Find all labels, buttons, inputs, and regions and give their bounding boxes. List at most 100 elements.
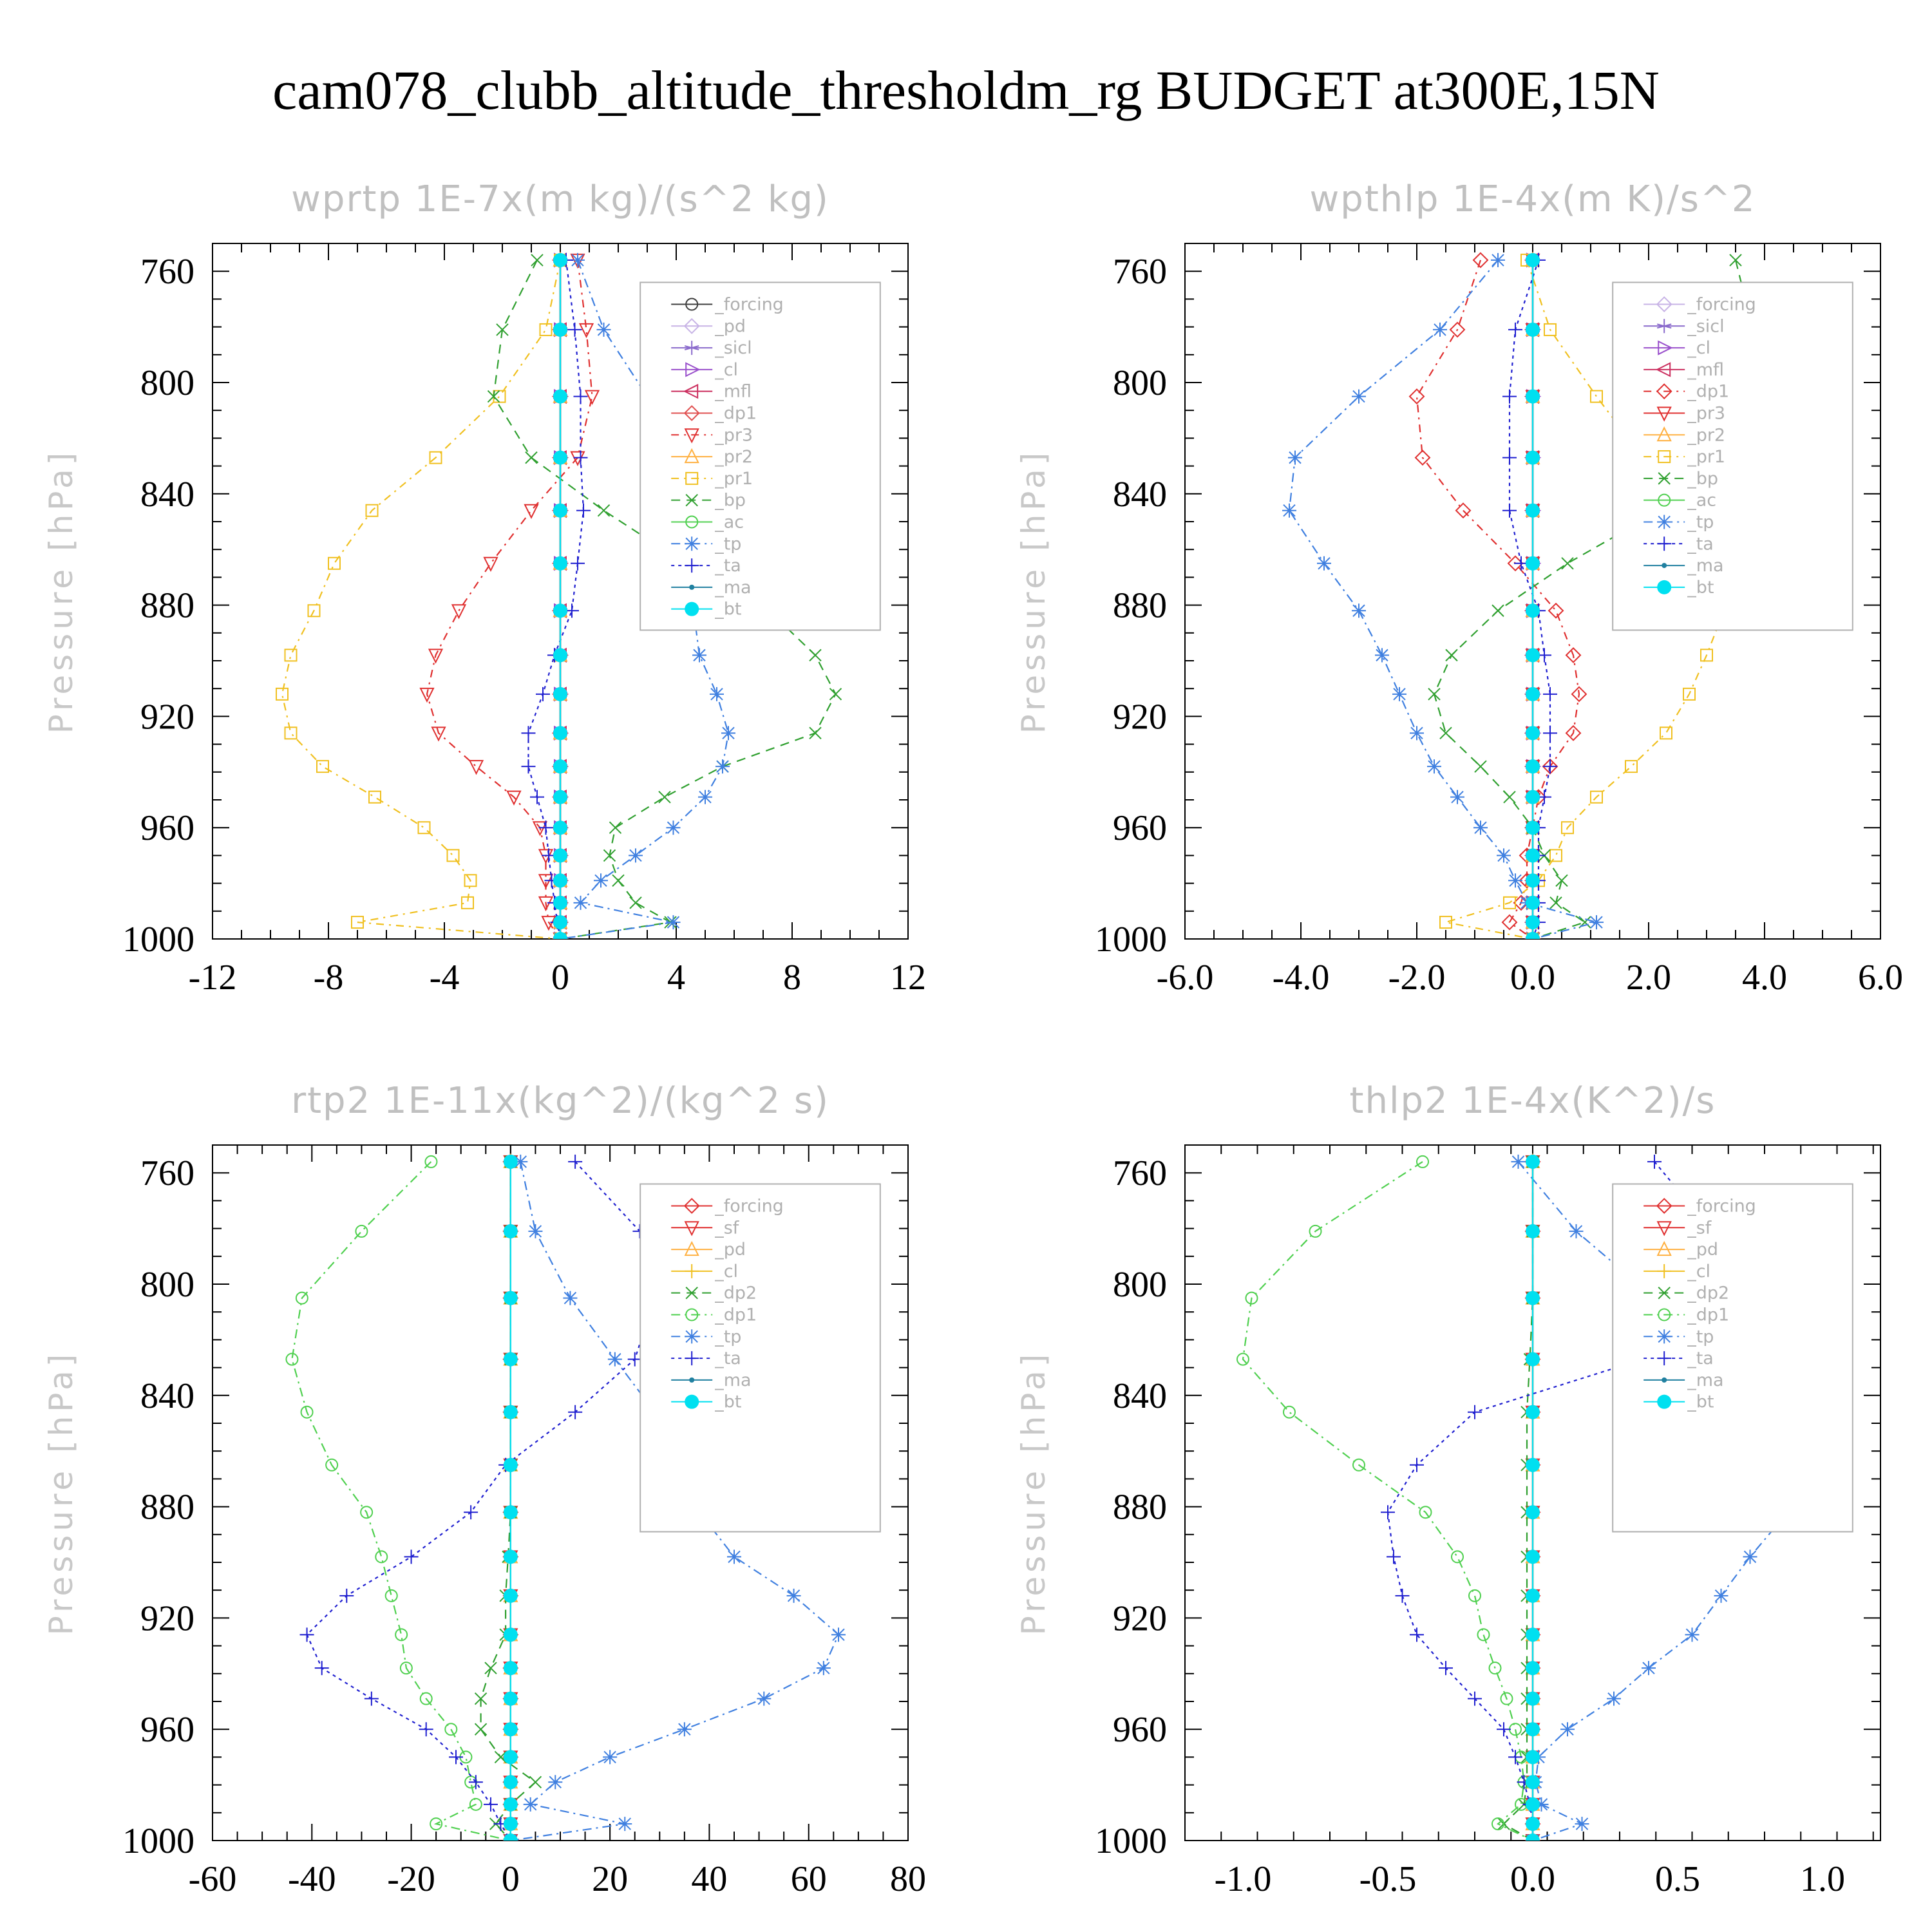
panel-1: wprtp 1E-7x(m kg)/(s^2 kg) Pressure [hPa]…	[43, 178, 926, 998]
point-pr3	[524, 504, 539, 519]
legend-label-cl: _cl	[1687, 1262, 1710, 1282]
point-ta	[364, 1691, 379, 1706]
point-dp1	[1283, 1405, 1296, 1419]
point-ta	[1543, 726, 1557, 741]
point-pr1	[493, 390, 506, 403]
legend-marker-ac	[685, 515, 699, 529]
panel-title: wpthlp 1E-4x(m K)/s^2	[1309, 178, 1756, 220]
legend-label-tp: _tp	[1687, 512, 1714, 532]
legend-label-dp1: _dp1	[714, 1305, 757, 1325]
x-tick-label: 80	[890, 1859, 926, 1899]
point-ta	[1647, 1154, 1662, 1169]
point-bt	[1526, 1457, 1540, 1472]
y-tick-label: 920	[1113, 1598, 1167, 1638]
point-ta	[627, 1352, 642, 1367]
legend-label-ma: _ma	[714, 578, 751, 598]
point-dp1	[295, 1291, 308, 1305]
point-tp	[1317, 556, 1331, 571]
y-tick-label: 1000	[1095, 920, 1167, 960]
point-tp	[757, 1691, 772, 1706]
point-tp	[596, 322, 611, 337]
point-dp1	[1513, 895, 1530, 911]
point-dp1	[1236, 1352, 1249, 1366]
series-line-pr3	[426, 260, 593, 939]
point-bt	[503, 1722, 518, 1737]
x-tick-label: 0	[502, 1859, 520, 1899]
y-axis-label: Pressure [hPa]	[43, 1350, 80, 1636]
legend-marker-bp	[685, 493, 698, 507]
point-ta	[568, 1405, 583, 1419]
point-tp	[1433, 322, 1447, 337]
point-tp	[1642, 1661, 1656, 1676]
point-dp1	[419, 1692, 433, 1705]
point-bp	[1474, 760, 1487, 773]
series-line-pr1	[281, 260, 562, 939]
point-ta	[1508, 1750, 1522, 1765]
x-tick-label: 12	[890, 958, 926, 998]
point-tp	[607, 1352, 622, 1367]
point-pr1	[464, 874, 477, 887]
point-bp	[1439, 726, 1452, 740]
legend-marker-ma	[689, 1377, 695, 1383]
x-tick-label: -12	[189, 958, 237, 998]
point-bt	[1526, 1352, 1540, 1367]
point-pr1	[1439, 916, 1452, 929]
legend-marker-dp1	[1656, 383, 1672, 400]
point-tp	[1473, 820, 1488, 835]
legend-box	[1612, 1183, 1853, 1533]
point-bp	[1428, 688, 1441, 701]
point-bt	[1526, 322, 1540, 337]
point-bp	[603, 849, 616, 862]
point-pr1	[276, 687, 289, 701]
point-ta	[568, 1154, 583, 1169]
point-pr1	[1590, 790, 1603, 804]
point-tp	[786, 1588, 801, 1603]
point-pr1	[1683, 687, 1696, 701]
point-tp	[677, 1722, 692, 1737]
point-dp1	[355, 1224, 368, 1238]
point-dp1	[1419, 1506, 1432, 1519]
point-pr1	[1561, 821, 1574, 835]
point-ta	[404, 1549, 419, 1564]
legend-marker-tp	[1657, 1329, 1672, 1344]
legend-label-bt: _bt	[1687, 578, 1714, 598]
point-bp	[1729, 254, 1742, 267]
point-pr1	[1549, 849, 1562, 862]
point-pr3	[431, 726, 446, 742]
y-tick-label: 880	[140, 1488, 194, 1528]
x-tick-label: 0.0	[1510, 958, 1555, 998]
point-bt	[1526, 873, 1540, 888]
legend-label-bp: _bp	[1687, 469, 1718, 489]
legend-marker-pd	[683, 317, 700, 334]
point-bp	[487, 390, 500, 403]
point-bt	[1526, 1549, 1540, 1564]
x-tick-label: 0.0	[1510, 1859, 1555, 1899]
legend-marker-dp1	[685, 1308, 699, 1321]
point-tp	[1352, 389, 1366, 404]
x-tick-label: -8	[314, 958, 344, 998]
point-ta	[468, 1775, 483, 1790]
y-tick-label: 960	[1113, 1710, 1167, 1750]
point-bt	[503, 1549, 518, 1564]
point-tp	[603, 1750, 618, 1765]
series-line-pr1	[1445, 260, 1725, 939]
point-dp1	[399, 1662, 413, 1675]
legend-marker-sicl	[684, 341, 699, 355]
y-tick-label: 880	[140, 586, 194, 626]
panel-3: rtp2 1E-11x(kg^2)/(kg^2 s) Pressure [hPa]…	[43, 1080, 926, 1899]
legend-label-tp: _tp	[714, 1327, 741, 1347]
legend-label-bp: _bp	[714, 491, 746, 511]
legend: _forcing_sf_pd_cl_dp2_dp1_tp _ta _ma_bt	[1612, 1183, 1853, 1533]
point-dp1	[1500, 1692, 1513, 1705]
legend-label-pr1: _pr1	[714, 469, 753, 489]
point-ta	[464, 1505, 478, 1520]
point-ta	[573, 389, 588, 404]
legend-marker-ta	[685, 1351, 699, 1366]
point-bt	[503, 1505, 518, 1520]
legend-marker-pd	[1656, 1240, 1672, 1256]
point-ta	[314, 1661, 329, 1676]
point-ta	[538, 820, 553, 835]
legend-marker-cl	[685, 362, 701, 377]
point-bp	[597, 504, 611, 517]
